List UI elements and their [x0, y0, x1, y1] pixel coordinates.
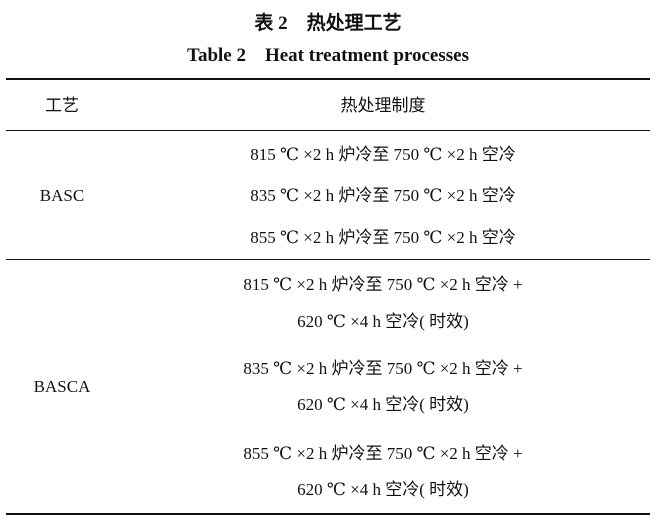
table-title-en: Table 2 Heat treatment processes — [187, 45, 469, 66]
header-regime: 热处理制度 — [340, 96, 426, 115]
table-row: 815 ℃ ×2 h 炉冷至 750 ℃ ×2 h 空冷 + — [243, 275, 523, 294]
group-name-basca: BASCA — [33, 377, 91, 396]
group-rule — [6, 259, 650, 260]
table-row: 855 ℃ ×2 h 炉冷至 750 ℃ ×2 h 空冷 — [250, 228, 516, 247]
header-process: 工艺 — [45, 96, 79, 115]
table-row: 815 ℃ ×2 h 炉冷至 750 ℃ ×2 h 空冷 — [250, 145, 516, 164]
table-row: 835 ℃ ×2 h 炉冷至 750 ℃ ×2 h 空冷 + — [243, 359, 523, 378]
table-row: 835 ℃ ×2 h 炉冷至 750 ℃ ×2 h 空冷 — [250, 186, 516, 205]
bottom-rule — [6, 513, 650, 515]
table-row-cont: 620 ℃ ×4 h 空冷( 时效) — [297, 480, 469, 499]
table-row-cont: 620 ℃ ×4 h 空冷( 时效) — [297, 395, 469, 414]
group-name-basc: BASC — [39, 186, 85, 205]
table-row-cont: 620 ℃ ×4 h 空冷( 时效) — [297, 312, 469, 331]
table-title-cn: 表 2 热处理工艺 — [254, 13, 402, 34]
header-rule — [6, 130, 650, 131]
table-row: 855 ℃ ×2 h 炉冷至 750 ℃ ×2 h 空冷 + — [243, 444, 523, 463]
top-rule — [6, 78, 650, 80]
